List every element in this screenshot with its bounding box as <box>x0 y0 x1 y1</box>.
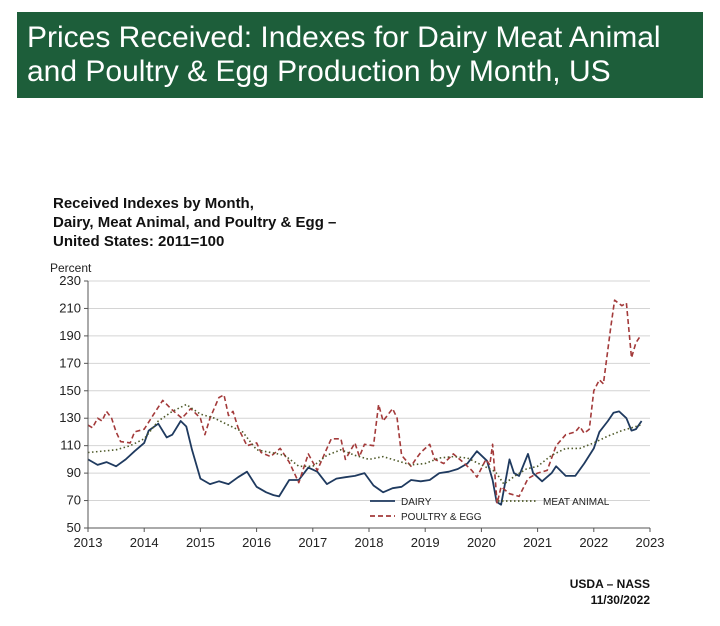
legend: DAIRY POULTRY & EGG MEAT ANIMAL <box>370 497 610 523</box>
chart-title-line-2: Dairy, Meat Animal, and Poultry & Egg – <box>53 214 337 231</box>
x-tick-label: 2022 <box>579 535 608 550</box>
x-tick-label: 2021 <box>523 535 552 550</box>
page-title-line-1: Prices Received: Indexes for Dairy Meat … <box>27 21 661 54</box>
series-line-poultry-egg <box>87 299 642 505</box>
date-credit: 11/30/2022 <box>590 593 650 607</box>
source-credit: USDA – NASS <box>569 577 650 591</box>
y-axis-label: Percent <box>50 261 92 275</box>
y-tick-label: 130 <box>59 410 81 425</box>
page-title-line-2: and Poultry & Egg Production by Month, U… <box>27 55 611 88</box>
y-tick-label: 190 <box>59 328 81 343</box>
legend-label-poultry-egg: POULTRY & EGG <box>401 512 482 523</box>
y-tick-label: 210 <box>59 300 81 315</box>
x-tick-label: 2020 <box>467 535 496 550</box>
x-tick-label: 2017 <box>298 535 327 550</box>
y-tick-label: 90 <box>67 465 81 480</box>
y-tick-label: 50 <box>67 520 81 535</box>
y-tick-label: 230 <box>59 273 81 288</box>
gridlines <box>88 280 650 529</box>
x-tick-label: 2018 <box>355 535 384 550</box>
y-tick-label: 110 <box>60 438 81 453</box>
x-tick-label: 2015 <box>186 535 215 550</box>
series-line-meat-animal <box>87 403 641 485</box>
chart-title-line-1: Received Indexes by Month, <box>53 195 254 212</box>
x-tick-label: 2016 <box>242 535 271 550</box>
legend-label-meat-animal: MEAT ANIMAL <box>543 497 610 508</box>
x-tick-label: 2023 <box>636 535 665 550</box>
series-layer <box>87 299 643 506</box>
series-line-dairy <box>87 410 643 506</box>
x-tick-label: 2013 <box>74 535 103 550</box>
y-tick-label: 70 <box>67 493 81 508</box>
y-tick-label: 170 <box>59 355 81 370</box>
legend-label-dairy: DAIRY <box>401 497 432 508</box>
axes: 50 70 90 110 130 150 170 190 210 230 2013 2014 2015 2… <box>59 273 664 550</box>
x-tick-label: 2019 <box>411 535 440 550</box>
header-banner: Prices Received: Indexes for Dairy Meat … <box>17 12 703 98</box>
x-tick-label: 2014 <box>130 535 159 550</box>
y-tick-label: 150 <box>59 383 81 398</box>
chart-title-line-3: United States: 2011=100 <box>53 233 225 250</box>
